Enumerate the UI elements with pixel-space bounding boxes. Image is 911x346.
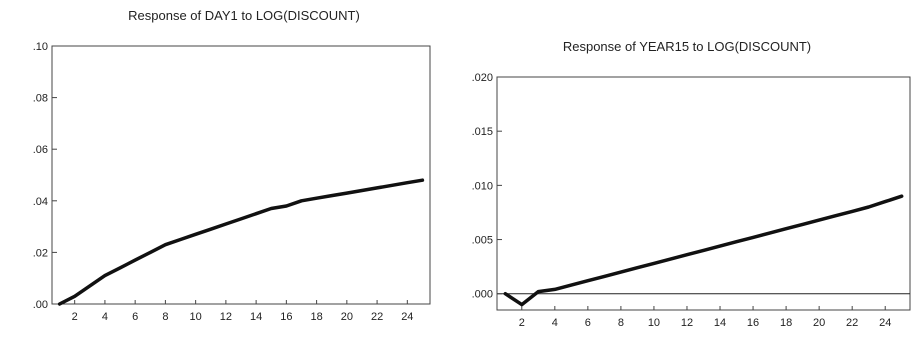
chart-year15-series bbox=[503, 194, 904, 307]
chart-year15-y-tick-label: .005 bbox=[472, 235, 493, 247]
chart-year15-x-tick-label: 6 bbox=[585, 317, 591, 329]
chart-day1-y-tick-label: .00 bbox=[33, 299, 48, 311]
chart-day1-y-tick-label: .04 bbox=[33, 196, 48, 208]
chart-day1-x-tick-label: 16 bbox=[280, 311, 292, 323]
chart-day1-y-tick-label: .06 bbox=[33, 144, 48, 156]
chart-day1-x-tick-label: 18 bbox=[310, 311, 322, 323]
chart-day1-x-tick-label: 10 bbox=[190, 311, 202, 323]
chart-year15-x-tick-label: 12 bbox=[681, 317, 693, 329]
chart-day1-y-tick-label: .10 bbox=[33, 41, 48, 53]
chart-day1-y-axis: .00 .02 .04 .06 .08 .10 bbox=[33, 41, 57, 311]
chart-day1-y-tick-label: .02 bbox=[33, 247, 48, 259]
chart-day1-plot-frame bbox=[51, 45, 431, 305]
chart-year15-x-tick-label: 18 bbox=[780, 317, 792, 329]
chart-day1-y-tick-label: .08 bbox=[33, 93, 48, 105]
chart-year15-x-axis: 2 4 6 8 10 12 14 16 18 20 22 24 bbox=[519, 306, 891, 329]
chart-year15-y-tick-label: .010 bbox=[472, 180, 493, 192]
chart-year15-series-line bbox=[503, 194, 904, 307]
chart-year15-plot-frame bbox=[496, 76, 911, 311]
chart-year15-y-axis: .000 .005 .010 .015 .020 bbox=[472, 72, 502, 301]
chart-day1-x-tick-label: 4 bbox=[102, 311, 108, 323]
chart-day1-x-tick-label: 12 bbox=[220, 311, 232, 323]
chart-year15-x-tick-label: 20 bbox=[813, 317, 825, 329]
chart-day1-title: Response of DAY1 to LOG(DISCOUNT) bbox=[128, 8, 360, 23]
chart-day1-series-line bbox=[57, 178, 425, 306]
chart-day1-x-tick-label: 14 bbox=[250, 311, 262, 323]
chart-year15-panel: Response of YEAR15 to LOG(DISCOUNT) .000… bbox=[472, 39, 911, 329]
chart-year15-x-tick-label: 4 bbox=[552, 317, 558, 329]
chart-year15-x-tick-label: 2 bbox=[519, 317, 525, 329]
chart-year15-title: Response of YEAR15 to LOG(DISCOUNT) bbox=[563, 39, 811, 54]
chart-year15-x-tick-label: 22 bbox=[846, 317, 858, 329]
chart-year15-y-tick-label: .020 bbox=[472, 72, 493, 84]
chart-day1-x-tick-label: 8 bbox=[162, 311, 168, 323]
chart-year15-x-tick-label: 10 bbox=[648, 317, 660, 329]
chart-day1-series bbox=[57, 178, 425, 306]
chart-day1-x-tick-label: 2 bbox=[72, 311, 78, 323]
chart-day1-x-tick-label: 22 bbox=[371, 311, 383, 323]
chart-year15-y-tick-label: .015 bbox=[472, 126, 493, 138]
chart-year15-x-tick-label: 8 bbox=[618, 317, 624, 329]
chart-year15-x-tick-label: 24 bbox=[879, 317, 891, 329]
chart-day1-panel: Response of DAY1 to LOG(DISCOUNT) .00 .02… bbox=[33, 8, 431, 323]
chart-day1-x-tick-label: 20 bbox=[341, 311, 353, 323]
chart-day1-x-tick-label: 6 bbox=[132, 311, 138, 323]
chart-year15-y-tick-label: .000 bbox=[472, 289, 493, 301]
chart-day1-x-tick-label: 24 bbox=[401, 311, 413, 323]
chart-year15-x-tick-label: 16 bbox=[747, 317, 759, 329]
chart-day1-x-axis: 2 4 6 8 10 12 14 16 18 20 22 24 bbox=[72, 300, 413, 323]
chart-year15-x-tick-label: 14 bbox=[714, 317, 726, 329]
